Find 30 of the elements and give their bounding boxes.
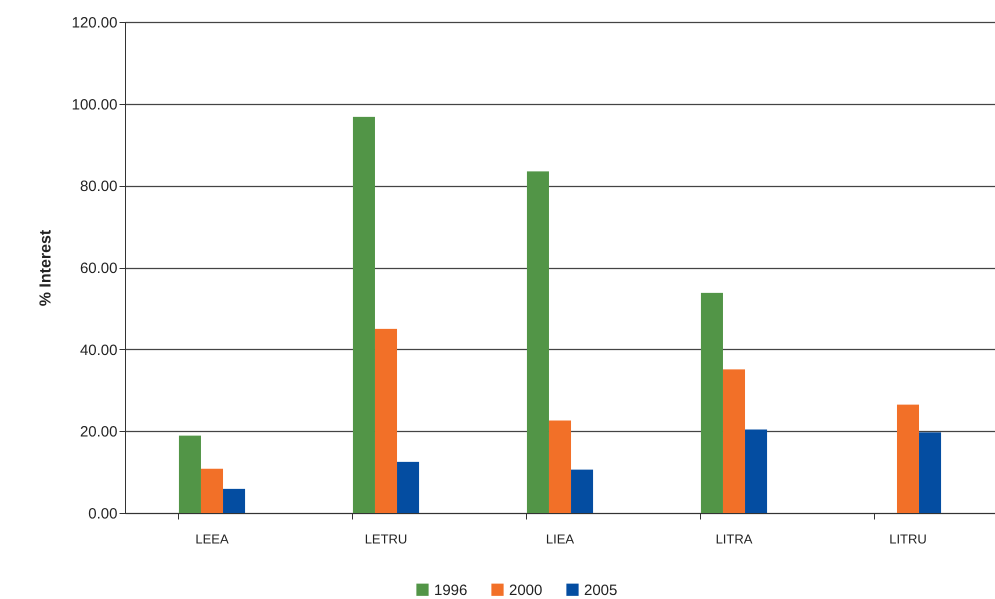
bar bbox=[526, 171, 549, 513]
bar bbox=[919, 432, 942, 513]
legend-label: 2005 bbox=[584, 582, 618, 599]
bar bbox=[352, 116, 375, 513]
bar bbox=[745, 430, 768, 513]
legend-label: 1996 bbox=[434, 582, 468, 599]
x-tick-label: LIEA bbox=[546, 532, 574, 546]
bar bbox=[200, 468, 224, 513]
y-tick-label: 80.00 bbox=[80, 178, 118, 196]
bar bbox=[700, 292, 723, 513]
x-tick-label: LETRU bbox=[364, 532, 408, 546]
y-tick-label: 100.00 bbox=[72, 96, 118, 114]
bar bbox=[178, 436, 201, 513]
legend-label: 2000 bbox=[509, 582, 542, 599]
y-tick-label: 120.00 bbox=[72, 14, 118, 32]
x-tick-label: LEEA bbox=[195, 532, 229, 546]
bar bbox=[571, 470, 594, 513]
bar bbox=[896, 404, 920, 513]
y-axis-title: % Interest bbox=[38, 229, 55, 306]
bar bbox=[548, 420, 572, 513]
bar bbox=[223, 488, 246, 513]
bar bbox=[722, 369, 746, 513]
y-tick-label: 20.00 bbox=[80, 424, 118, 441]
y-tick-label: 60.00 bbox=[80, 260, 118, 277]
y-tick-label: 40.00 bbox=[80, 342, 118, 359]
bar bbox=[397, 462, 420, 513]
x-tick-label: LITRU bbox=[889, 532, 927, 546]
y-tick-label: 0.00 bbox=[88, 506, 118, 522]
bar bbox=[374, 328, 398, 513]
x-tick-label: LITRA bbox=[716, 532, 753, 546]
